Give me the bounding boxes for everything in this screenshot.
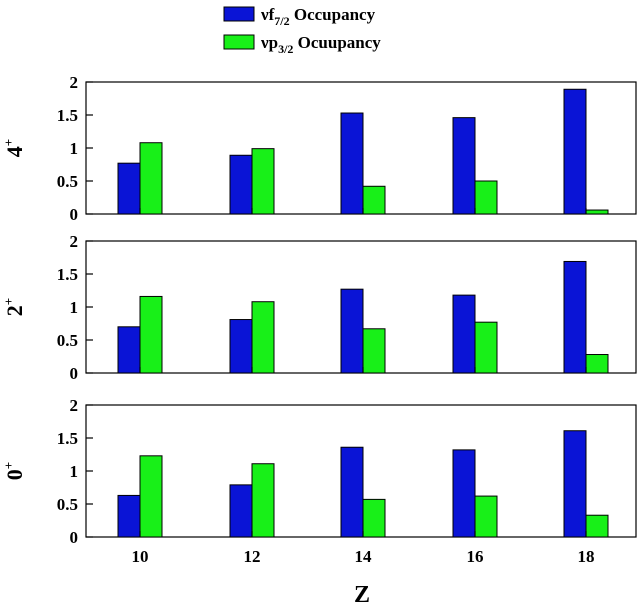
bar-f-14: [340, 446, 364, 538]
x-tick-label: 10: [132, 547, 149, 566]
y-tick-label: 2: [70, 396, 79, 415]
y-tick-label: 0: [70, 205, 79, 224]
bar-f-18: [563, 260, 587, 374]
y-axis-label: 4+: [1, 139, 27, 157]
legend-item-p: νp3/2 Ocuupancy: [223, 33, 381, 56]
bar-p-14: [362, 328, 386, 374]
x-tick-label: 12: [244, 547, 261, 566]
y-tick-label: 1.5: [57, 106, 78, 125]
y-axis-label: 2+: [1, 298, 27, 316]
bar-f-16: [452, 117, 476, 215]
x-tick-label: 18: [578, 547, 595, 566]
bar-f-10: [117, 162, 141, 215]
bar-p-14: [362, 185, 386, 215]
bar-f-18: [563, 88, 587, 215]
panels: 0 0.5 1 1.5 2 4+ 0 0.5 1 1.5 2 2+ 0 0.5 1 1.5 2 0+ 10 12 14 1…: [1, 73, 637, 566]
bar-p-10: [139, 142, 163, 215]
bar-f-14: [340, 288, 364, 374]
bar-f-14: [340, 112, 364, 215]
bar-f-12: [229, 319, 253, 374]
y-tick-label: 0: [70, 528, 79, 547]
panel-2-plus: 0 0.5 1 1.5 2 2+: [1, 232, 637, 383]
bar-f-12: [229, 484, 253, 538]
bar-p-12: [251, 148, 275, 215]
bar-p-14: [362, 498, 386, 538]
legend: νf7/2 Occupancy νp3/2 Ocuupancy: [223, 5, 381, 56]
bar-f-12: [229, 154, 253, 215]
bar-f-18: [563, 430, 587, 538]
panel-4-plus: 0 0.5 1 1.5 2 4+: [1, 73, 637, 224]
y-tick-label: 1: [70, 298, 79, 317]
y-tick-label: 1.5: [57, 265, 78, 284]
legend-label-f: νf7/2 Occupancy: [260, 5, 376, 28]
y-tick-label: 1: [70, 139, 79, 158]
legend-swatch-f: [223, 6, 255, 22]
y-tick-label: 1: [70, 462, 79, 481]
y-tick-label: 1.5: [57, 429, 78, 448]
bar-p-18: [585, 354, 609, 374]
y-tick-label: 0.5: [57, 495, 78, 514]
bar-f-16: [452, 449, 476, 538]
bar-p-18: [585, 209, 609, 215]
bar-p-16: [474, 180, 498, 215]
bar-p-10: [139, 455, 163, 538]
bar-f-10: [117, 494, 141, 538]
bar-p-10: [139, 295, 163, 374]
y-tick-label: 0.5: [57, 331, 78, 350]
y-tick-label: 2: [70, 232, 79, 251]
bar-f-16: [452, 294, 476, 374]
x-axis-label: Z: [354, 582, 370, 608]
x-tick-label: 16: [467, 547, 484, 566]
legend-swatch-p: [223, 34, 255, 50]
bar-p-16: [474, 495, 498, 538]
x-tick-label: 14: [355, 547, 373, 566]
bar-p-12: [251, 463, 275, 538]
bar-f-10: [117, 326, 141, 374]
legend-label-p: νp3/2 Ocuupancy: [260, 33, 381, 56]
y-tick-label: 0: [70, 364, 79, 383]
y-tick-label: 2: [70, 73, 79, 92]
bar-p-12: [251, 301, 275, 374]
bar-p-16: [474, 321, 498, 374]
y-tick-label: 0.5: [57, 172, 78, 191]
y-axis-label: 0+: [1, 462, 27, 480]
panel-0-plus: 0 0.5 1 1.5 2 0+: [1, 396, 637, 547]
legend-item-f: νf7/2 Occupancy: [223, 5, 376, 28]
bar-p-18: [585, 514, 609, 538]
